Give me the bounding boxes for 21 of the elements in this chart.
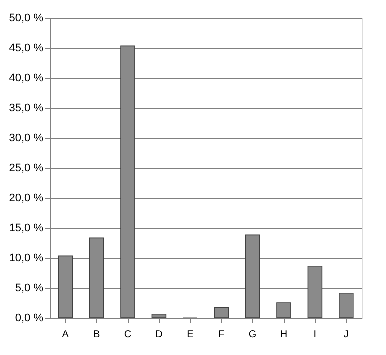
- x-tick-label: A: [62, 330, 70, 340]
- y-tick-label: 40,0 %: [9, 72, 44, 84]
- x-tick-label: B: [93, 330, 100, 340]
- y-tick-label: 30,0 %: [9, 132, 44, 144]
- y-tick-label: 50,0 %: [9, 12, 44, 24]
- x-tick-label: J: [344, 330, 349, 340]
- y-tick-label: 5,0 %: [15, 282, 44, 294]
- x-tick-label: D: [156, 330, 163, 340]
- y-tick-label: 15,0 %: [9, 222, 44, 234]
- x-tick-label: H: [280, 330, 288, 340]
- x-tick-label: G: [248, 330, 257, 340]
- y-tick-label: 25,0 %: [9, 162, 44, 174]
- x-tick-label: E: [187, 330, 194, 340]
- y-tick-label: 45,0 %: [9, 42, 44, 54]
- y-tick-label: 10,0 %: [9, 252, 44, 264]
- y-tick-label: 35,0 %: [9, 102, 44, 114]
- y-tick-label: 0,0 %: [15, 312, 44, 324]
- x-tick-label: C: [124, 330, 132, 340]
- y-tick-label: 20,0 %: [9, 192, 44, 204]
- x-tick-label: I: [314, 330, 317, 340]
- x-tick-label: F: [218, 330, 225, 340]
